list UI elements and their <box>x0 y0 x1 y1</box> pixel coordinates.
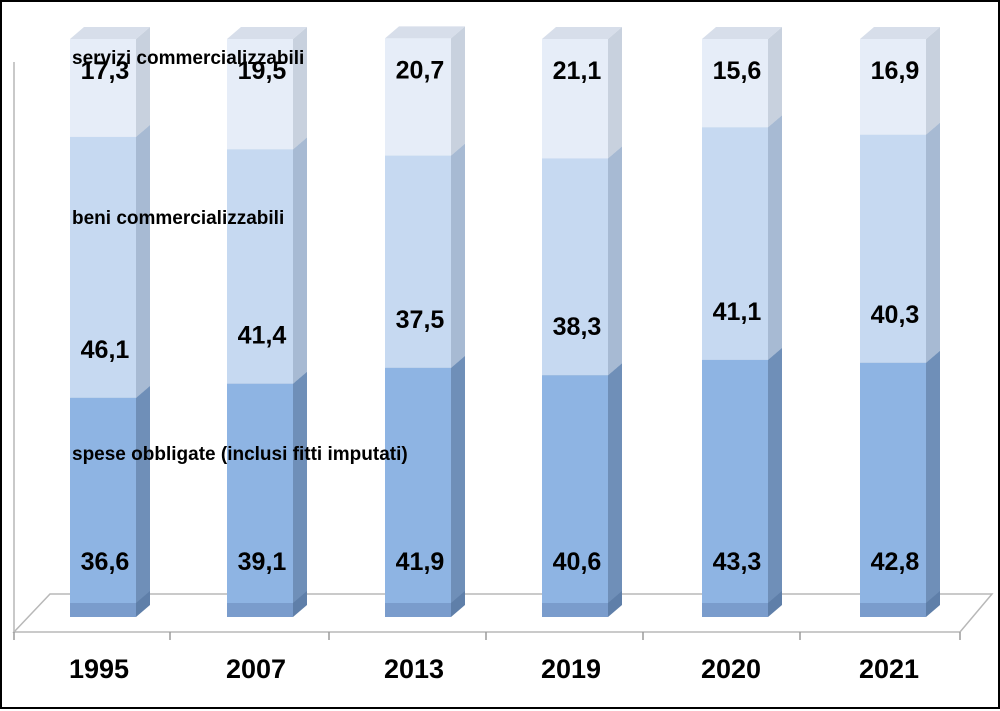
bar-base-2019 <box>542 603 608 617</box>
bar-segment-beni-2019 <box>542 158 608 376</box>
value-label-spese-2013: 41,9 <box>396 548 445 576</box>
bar-top-servizi-2013 <box>385 26 465 39</box>
value-label-servizi-2019: 21,1 <box>553 57 602 85</box>
value-label-servizi-1995: 17,3 <box>81 57 130 85</box>
bar-segment-spese-2021 <box>860 362 926 605</box>
value-label-beni-2013: 37,5 <box>396 306 445 334</box>
axes-layer <box>12 62 994 640</box>
x-tick-label-2013: 2013 <box>384 654 444 684</box>
bar-side-spese-2013 <box>451 355 465 605</box>
bar-top-servizi-1995 <box>70 27 150 39</box>
bar-base-side-2007 <box>293 591 307 617</box>
bar-segment-servizi-1995 <box>70 39 136 137</box>
bar-segment-beni-2013 <box>385 155 451 368</box>
value-label-beni-1995: 46,1 <box>81 336 130 364</box>
bar-segment-servizi-2013 <box>385 38 451 156</box>
bar-side-servizi-2019 <box>608 27 622 159</box>
x-tick-label-2007: 2007 <box>226 654 286 684</box>
bar-base-2013 <box>385 603 451 617</box>
bar-segment-spese-2007 <box>227 383 293 605</box>
bar-side-beni-1995 <box>136 124 150 398</box>
value-label-beni-2021: 40,3 <box>871 301 920 329</box>
value-label-beni-2019: 38,3 <box>553 313 602 341</box>
bar-base-2021 <box>860 603 926 617</box>
labels-layer: 36,6 46,1 17,3 1995 39,1 41,4 19,5 2007 41,9 37,5… <box>69 48 919 684</box>
value-label-spese-2020: 43,3 <box>713 548 762 576</box>
bar-segment-beni-2007 <box>227 149 293 384</box>
x-tick-label-1995: 1995 <box>69 654 129 684</box>
bar-base-side-2019 <box>608 591 622 617</box>
value-label-spese-2019: 40,6 <box>553 548 602 576</box>
series-label-beni: beni commercializzabili <box>72 208 284 229</box>
value-label-beni-2020: 41,1 <box>713 298 762 326</box>
bar-side-beni-2021 <box>926 122 940 363</box>
x-tick-label-2021: 2021 <box>859 654 919 684</box>
bar-segment-beni-2021 <box>860 134 926 363</box>
chart-floor <box>12 593 994 633</box>
bar-top-servizi-2019 <box>542 27 622 39</box>
bar-side-servizi-1995 <box>136 27 150 137</box>
value-label-servizi-2007: 19,5 <box>238 57 287 85</box>
bar-side-beni-2019 <box>608 146 622 376</box>
value-label-servizi-2013: 20,7 <box>396 56 445 84</box>
bar-segment-servizi-2019 <box>542 39 608 159</box>
bar-side-beni-2007 <box>293 137 307 384</box>
bar-side-servizi-2021 <box>926 27 940 135</box>
bar-side-servizi-2007 <box>293 27 307 150</box>
bar-side-spese-1995 <box>136 385 150 605</box>
value-label-beni-2007: 41,4 <box>238 322 287 350</box>
series-label-spese: spese obbligate (inclusi fitti imputati) <box>72 444 408 465</box>
bar-segment-servizi-2007 <box>227 39 293 150</box>
value-label-servizi-2021: 16,9 <box>871 57 920 85</box>
bar-top-servizi-2020 <box>702 27 782 39</box>
bar-segment-servizi-2021 <box>860 39 926 135</box>
value-label-servizi-2020: 15,6 <box>713 57 762 85</box>
bar-top-servizi-2021 <box>860 27 940 39</box>
series-label-servizi: servizi commercializzabili <box>72 48 304 69</box>
bar-side-spese-2019 <box>608 363 622 605</box>
bar-base-side-2020 <box>768 591 782 617</box>
bar-segment-spese-2019 <box>542 375 608 605</box>
x-tick-label-2020: 2020 <box>701 654 761 684</box>
bar-base-2020 <box>702 603 768 617</box>
bar-segment-spese-2020 <box>702 359 768 605</box>
bar-base-side-1995 <box>136 591 150 617</box>
bar-side-servizi-2020 <box>768 27 782 128</box>
bar-side-beni-2020 <box>768 115 782 360</box>
bar-top-servizi-2007 <box>227 27 307 39</box>
value-label-spese-2021: 42,8 <box>871 548 920 576</box>
bars-layer <box>70 26 940 617</box>
bar-side-spese-2020 <box>768 347 782 605</box>
bar-segment-servizi-2020 <box>702 39 768 128</box>
value-label-spese-1995: 36,6 <box>81 548 130 576</box>
bar-base-2007 <box>227 603 293 617</box>
bar-side-servizi-2013 <box>451 26 465 156</box>
bar-base-side-2013 <box>451 591 465 617</box>
x-tick-label-2019: 2019 <box>541 654 601 684</box>
bar-base-1995 <box>70 603 136 617</box>
bar-segment-spese-2013 <box>385 367 451 605</box>
bar-side-beni-2013 <box>451 143 465 368</box>
bar-side-spese-2021 <box>926 350 940 605</box>
bar-segment-spese-1995 <box>70 397 136 605</box>
bar-segment-beni-2020 <box>702 127 768 360</box>
bar-side-spese-2007 <box>293 371 307 605</box>
bar-base-side-2021 <box>926 591 940 617</box>
bar-segment-beni-1995 <box>70 136 136 398</box>
value-label-spese-2007: 39,1 <box>238 548 287 576</box>
